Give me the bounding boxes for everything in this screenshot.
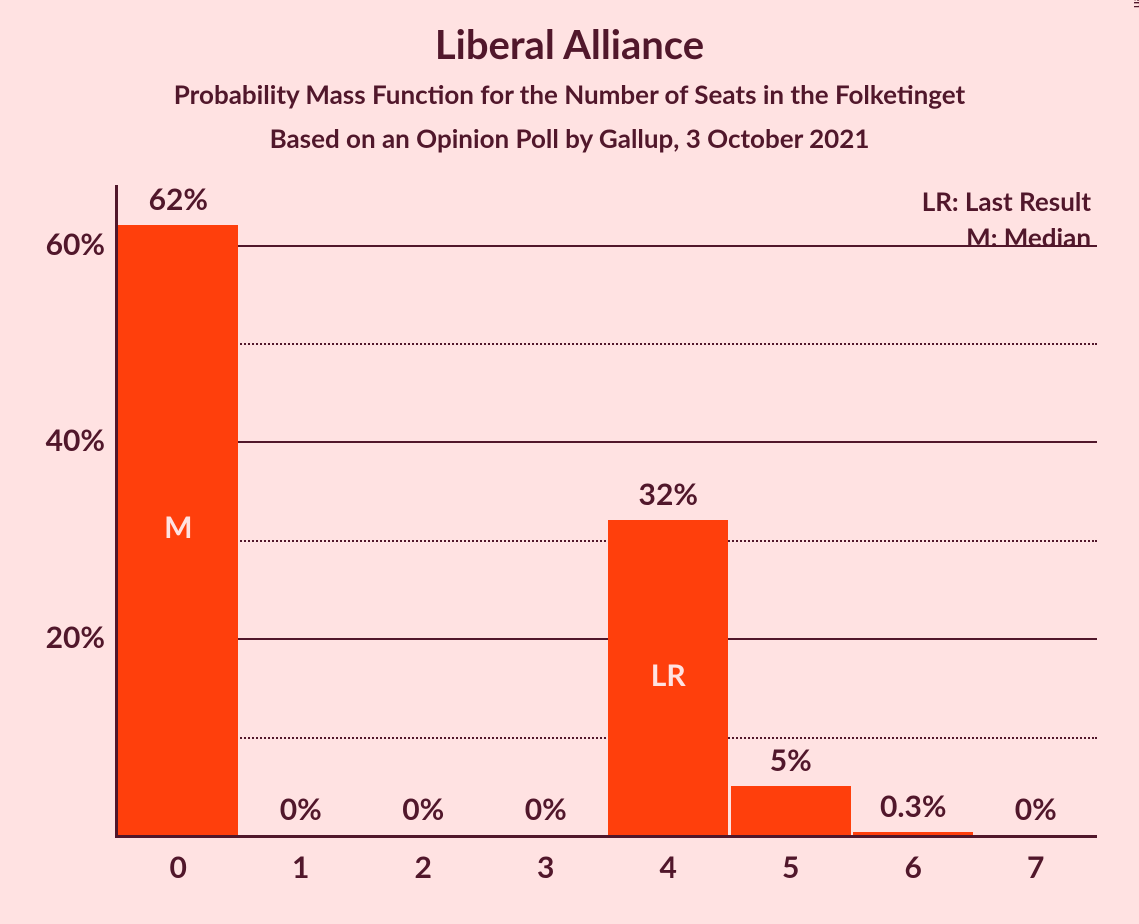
x-tick-label: 1 [241, 849, 361, 885]
x-tick-label: 5 [731, 849, 851, 885]
grid-major [117, 441, 1097, 443]
y-tick-label: 60% [5, 226, 105, 262]
bar-value-label: 0% [231, 791, 371, 827]
bar-value-label: 0.3% [843, 788, 983, 824]
x-tick-label: 6 [853, 849, 973, 885]
x-tick-label: 4 [608, 849, 728, 885]
bar-value-label: 0% [966, 791, 1106, 827]
bar-value-label: 32% [598, 476, 738, 512]
bar-value-label: 0% [353, 791, 493, 827]
grid-major [117, 638, 1097, 640]
x-tick-label: 0 [118, 849, 238, 885]
chart-title: Liberal Alliance [0, 20, 1139, 68]
grid-minor [117, 343, 1097, 345]
x-axis [115, 835, 1097, 838]
bar-inner-label: M [118, 509, 238, 545]
legend-entry: M: Median [966, 221, 1091, 253]
copyright-text: © 2021 Filip van Laenen [1131, 0, 1139, 8]
grid-minor [117, 737, 1097, 739]
legend-entry: LR: Last Result [922, 185, 1091, 217]
x-tick-label: 7 [976, 849, 1096, 885]
grid-minor [117, 540, 1097, 542]
chart-plot-area: 20%40%60%62%M00%10%20%332%LR45%50.3%60%7… [117, 225, 1097, 835]
y-tick-label: 20% [5, 619, 105, 655]
y-axis [115, 185, 118, 838]
bar-value-label: 0% [476, 791, 616, 827]
x-tick-label: 2 [363, 849, 483, 885]
bar-value-label: 62% [108, 181, 248, 217]
chart-canvas: © 2021 Filip van Laenen Liberal Alliance… [0, 0, 1139, 924]
x-tick-label: 3 [486, 849, 606, 885]
grid-major [117, 245, 1097, 247]
bar-value-label: 5% [721, 742, 861, 778]
bar-inner-label: LR [608, 657, 728, 693]
y-tick-label: 40% [5, 422, 105, 458]
chart-subtitle-2: Based on an Opinion Poll by Gallup, 3 Oc… [0, 122, 1139, 154]
chart-subtitle-1: Probability Mass Function for the Number… [0, 78, 1139, 110]
bar [731, 786, 851, 835]
